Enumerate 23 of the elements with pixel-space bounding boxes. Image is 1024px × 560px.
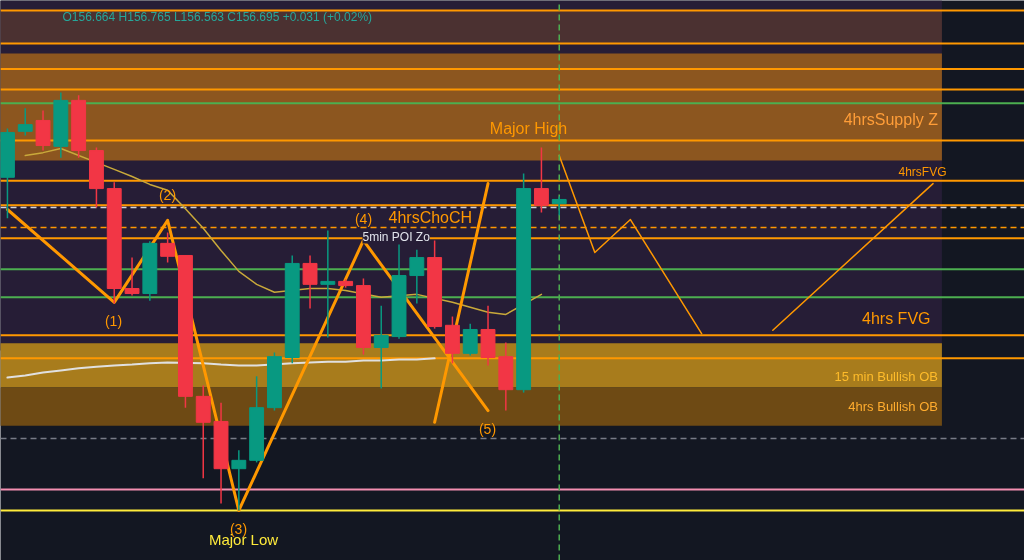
band-label: 4hrsSupply Z: [843, 110, 939, 128]
ref-line-label: 4hrsFVG: [898, 164, 947, 179]
candlestick: [320, 229, 336, 339]
candlestick: [124, 256, 140, 297]
candlestick: [302, 254, 318, 310]
annotation: (4): [354, 210, 373, 227]
ref-line-label: Major High: [489, 120, 568, 138]
candlestick: [160, 231, 176, 264]
candlestick: [373, 304, 389, 390]
candlestick: [533, 146, 549, 214]
text: O156.664 H156.765 L156.563 C156.695 +0.031 (+0.02%): [62, 9, 373, 24]
candlestick: [462, 322, 478, 357]
candlestick: [409, 248, 425, 305]
candlestick: [551, 195, 567, 217]
annotation: (5): [478, 420, 497, 437]
ref-line-label: 4hrsChoCH: [388, 208, 473, 226]
annotation: (1): [104, 312, 123, 329]
band-label: 4hrs Bullish OB: [848, 399, 938, 415]
band-label: 15 min Bullish OB: [834, 368, 938, 384]
candlestick: [17, 107, 33, 137]
ref-line-label: 4hrs FVG: [862, 309, 931, 327]
annotation: 5min POI Zo: [362, 229, 431, 244]
candlestick: [231, 449, 247, 512]
